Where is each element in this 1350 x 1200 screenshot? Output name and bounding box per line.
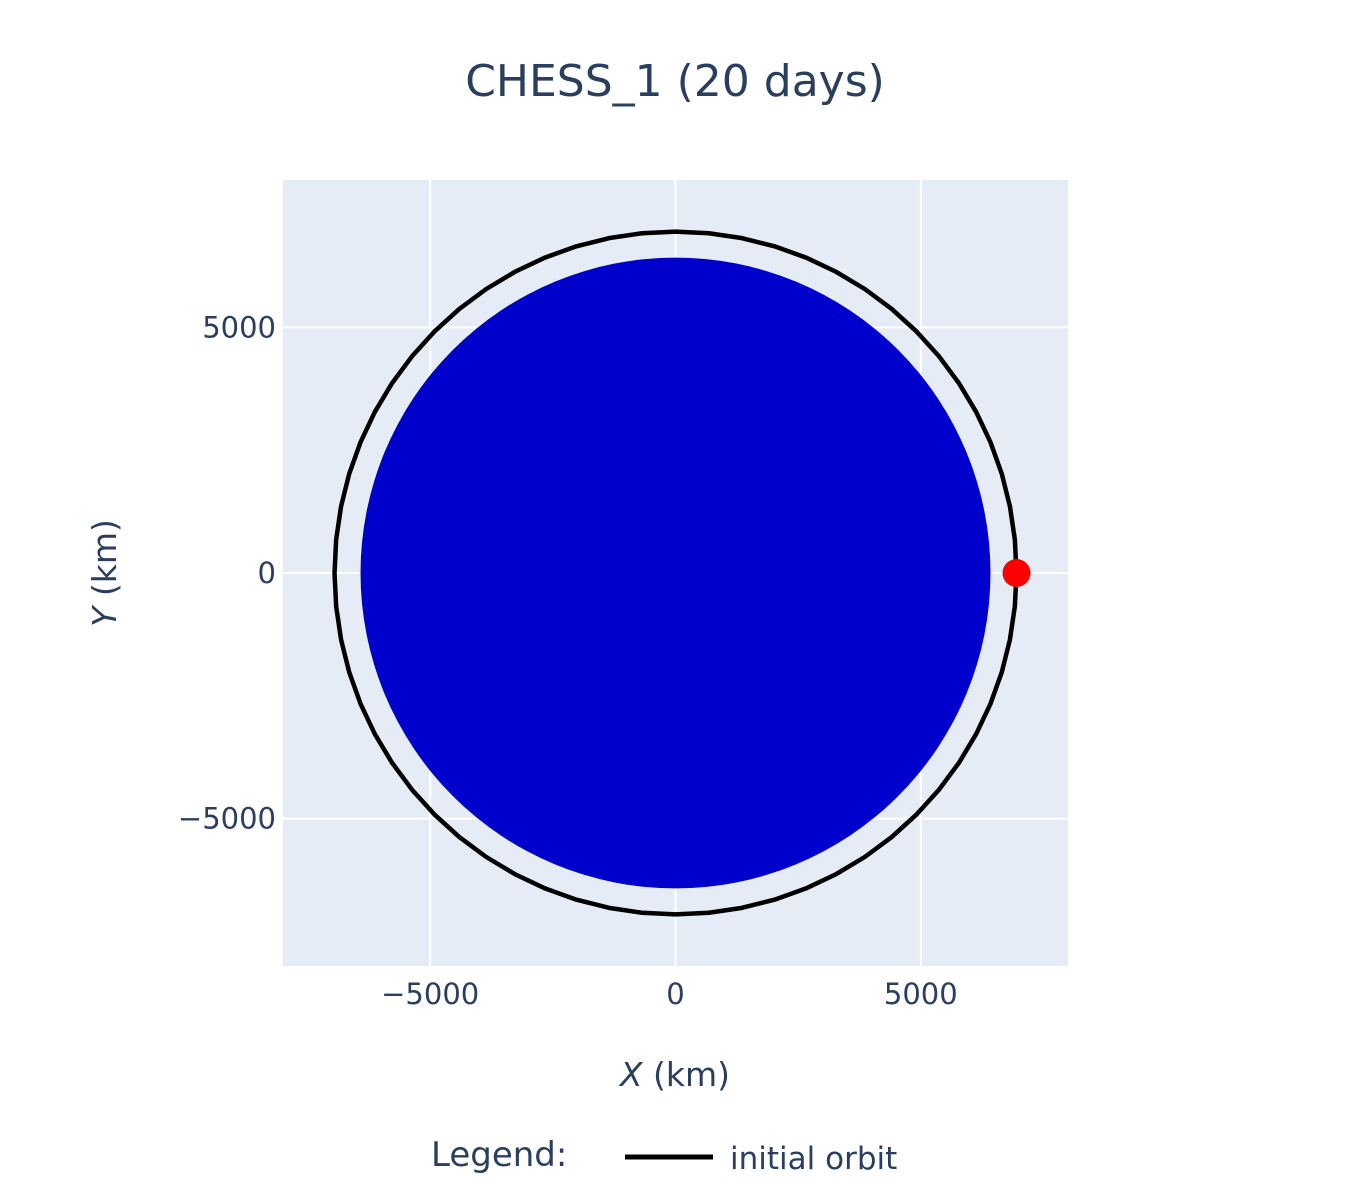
y-axis-unit: (km) (85, 519, 124, 607)
y-tick-label: −5000 (178, 802, 276, 836)
legend[interactable]: Legend: initial orbit (431, 1135, 897, 1177)
x-tick-labels: −5000 0 5000 (381, 977, 958, 1011)
legend-item-label: initial orbit (730, 1141, 897, 1177)
y-tick-label: 0 (258, 556, 276, 590)
satellite-position-marker (1002, 559, 1031, 587)
x-axis-title: X (km) (618, 1055, 730, 1094)
x-tick-label: 0 (666, 977, 684, 1011)
x-tick-label: 5000 (884, 977, 958, 1011)
y-tick-label: 5000 (202, 310, 276, 344)
chart-title: CHESS_1 (20 days) (465, 56, 885, 107)
y-axis-variable: Y (85, 604, 124, 627)
x-axis-unit: (km) (643, 1055, 731, 1094)
y-tick-labels: −5000 0 5000 (178, 310, 276, 835)
initial-orbit-line (332, 229, 1019, 917)
legend-title: Legend: (431, 1135, 567, 1175)
x-axis-variable: X (618, 1055, 644, 1094)
y-axis-title: Y (km) (85, 519, 124, 627)
plot-marks (332, 229, 1031, 917)
earth-disc (360, 257, 991, 889)
x-tick-label: −5000 (381, 977, 479, 1011)
